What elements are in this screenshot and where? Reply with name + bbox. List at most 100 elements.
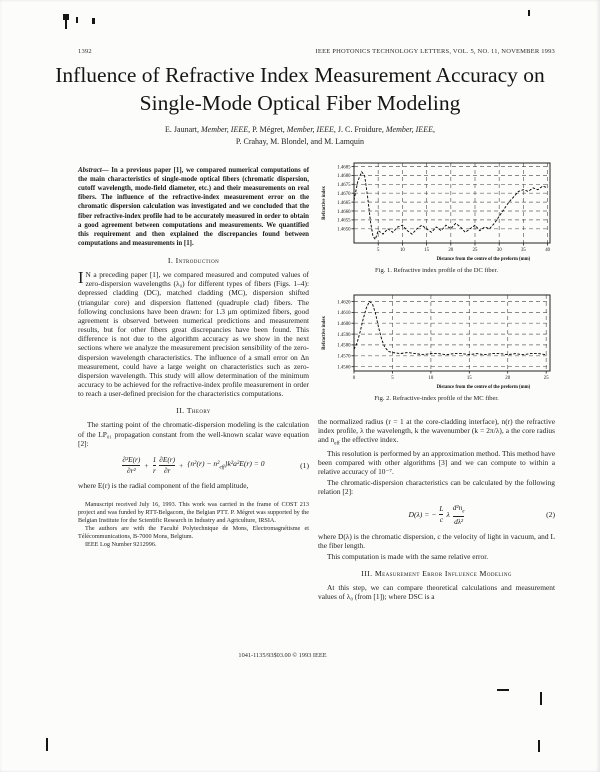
body-paragraph: This resolution is performed by an appro… [318, 449, 555, 477]
tick-element: 1.4675 [337, 183, 351, 188]
tick-element: 1.4660 [337, 210, 351, 215]
tick-element: 1.4655 [337, 219, 351, 224]
numerator: 1 [152, 454, 157, 464]
registration-mark [65, 20, 67, 29]
subscript: eff [219, 465, 225, 471]
tick-element: 20 [448, 248, 453, 253]
body-paragraph: At this step, we can compare theoretical… [318, 582, 555, 601]
continuation-paragraph: the normalized radius (r = 1 at the core… [318, 417, 555, 448]
tick-element: 1.4620 [337, 300, 351, 305]
tick-element: 10 [400, 248, 405, 253]
crop-mark [528, 10, 530, 16]
theory-paragraph-2: where E(r) is the radial component of th… [78, 481, 249, 491]
registration-mark [76, 17, 78, 23]
crop-mark [497, 689, 509, 691]
tick-element: 30 [497, 248, 502, 253]
trace-element [353, 171, 548, 241]
tick-element: 1.4680 [337, 174, 351, 179]
frame-element [353, 294, 551, 372]
equation-text: }k²a²E(r) = 0 [224, 459, 265, 469]
equation-text: λ [446, 510, 450, 520]
numerator: d²ne [453, 504, 465, 515]
body-text: the effective index. [339, 435, 399, 445]
axlabel-element: Distance from the centre of the preform … [437, 385, 531, 390]
fraction-bar [122, 464, 141, 466]
paper-title: Influence of Refractive Index Measuremen… [55, 63, 545, 115]
subscript: e [462, 509, 465, 515]
tick-element: 1.4570 [337, 355, 351, 360]
member-designation: Member, IEEE [385, 125, 433, 134]
operator: + [144, 460, 149, 470]
section-heading-measurement-error: III. Measurement Error Influence Modelin… [361, 568, 512, 578]
tick-element: 5 [377, 248, 380, 253]
tick-element: 25 [473, 248, 478, 253]
figure-1: 1.4650 1.4655 1.4660 1.4665 1.4670 1.4675 1.46… [318, 158, 555, 274]
denominator: ∂r² [127, 465, 136, 475]
fraction: d²ne dλ² [452, 504, 465, 525]
tick-element: 0 [353, 376, 356, 381]
fig1-dc-profile-chart: 1.4650 1.4655 1.4660 1.4665 1.4670 1.4675 1.46… [322, 162, 551, 262]
footnote-line: IEEE Log Number 9212996. [85, 541, 157, 549]
equation-text: D(λ) = − [408, 510, 437, 520]
section-heading-theory: II. Theory [176, 406, 211, 416]
abstract-label: Abstract— [78, 167, 109, 174]
author-name-line2: P. Crahay, M. Blondel, and M. Lamquin [235, 137, 365, 147]
member-designation: Member, IEEE [286, 125, 334, 134]
tick-element: 15 [467, 376, 472, 381]
denominator: c [439, 515, 444, 525]
tick-element: 1.4650 [337, 228, 351, 233]
crop-mark [46, 738, 48, 751]
tick-element: 1.4580 [337, 344, 351, 349]
equation-number: (2) [546, 510, 555, 520]
theory-paragraph: The starting point of the chromatic-disp… [78, 420, 309, 448]
trace-element [353, 300, 547, 356]
body-paragraph: where D(λ) is the chromatic dispersion, … [318, 532, 555, 551]
footnote-line: The authors are with the Faculté Polytec… [78, 525, 309, 541]
abstract-text: In a previous paper [1], we compared num… [78, 167, 309, 247]
tick-element: 1.4590 [337, 333, 351, 338]
registration-mark [63, 14, 69, 20]
fig2-mc-profile-chart: 1.4560 1.4570 1.4580 1.4590 1.4600 1.4610 1.46… [322, 294, 551, 390]
tick-element: 40 [545, 248, 550, 253]
body-text: the normalized radius (r = 1 at the core… [318, 417, 555, 445]
figure-2: 1.4560 1.4570 1.4580 1.4590 1.4600 1.4610 1.46… [318, 290, 555, 402]
axlabel-element: Distance from the centre of the preform … [437, 257, 531, 262]
equation-text: {n²(r) − n² [187, 459, 220, 469]
member-designation: Member, IEEE [201, 125, 249, 134]
equation-text: d²n [452, 502, 463, 512]
tick-element: 10 [429, 376, 434, 381]
axlabel-element: Refractive index [322, 186, 327, 220]
crop-mark [540, 692, 542, 705]
body-paragraph: This computation is made with the same r… [327, 551, 489, 561]
tick-element: 1.4685 [337, 165, 351, 170]
tick-element: 5 [391, 376, 394, 381]
author-name: E. Jaunart, [165, 125, 202, 134]
footnote: Manuscript received July 16, 1993. This … [78, 501, 309, 549]
body-paragraph: The chromatic-dispersion characteristics… [318, 477, 555, 496]
tick-element: 20 [505, 376, 510, 381]
tick-element: 15 [424, 248, 429, 253]
right-column: 1.4650 1.4655 1.4660 1.4665 1.4670 1.4675 1.46… [318, 158, 555, 602]
numerator: ∂E(r) [159, 454, 176, 464]
denominator: ∂r [163, 465, 171, 475]
author-list: E. Jaunart, Member, IEEE, P. Mégret, Mem… [60, 124, 540, 149]
tick-element: 25 [544, 376, 549, 381]
author-name: , P. Mégret, [248, 125, 287, 134]
crop-mark [538, 740, 540, 752]
author-name: , J. C. Froidure, [333, 125, 386, 134]
intro-text: N a preceding paper [1], we compared mea… [78, 269, 309, 399]
denominator: r [153, 465, 156, 475]
left-column: Abstract— In a previous paper [1], we co… [78, 166, 309, 549]
equation-term: {n²(r) − n²eff}k²a²E(r) = 0 [187, 459, 264, 471]
running-head: 1392 IEEE PHOTONICS TECHNOLOGY LETTERS, … [78, 48, 555, 55]
tick-element: 35 [521, 248, 526, 253]
operator: + [179, 460, 184, 470]
journal-header: IEEE PHOTONICS TECHNOLOGY LETTERS, VOL. … [315, 48, 555, 55]
section-heading-introduction: I. Introduction [167, 255, 220, 265]
fraction-bar [439, 514, 444, 516]
fraction-bar [152, 464, 157, 466]
